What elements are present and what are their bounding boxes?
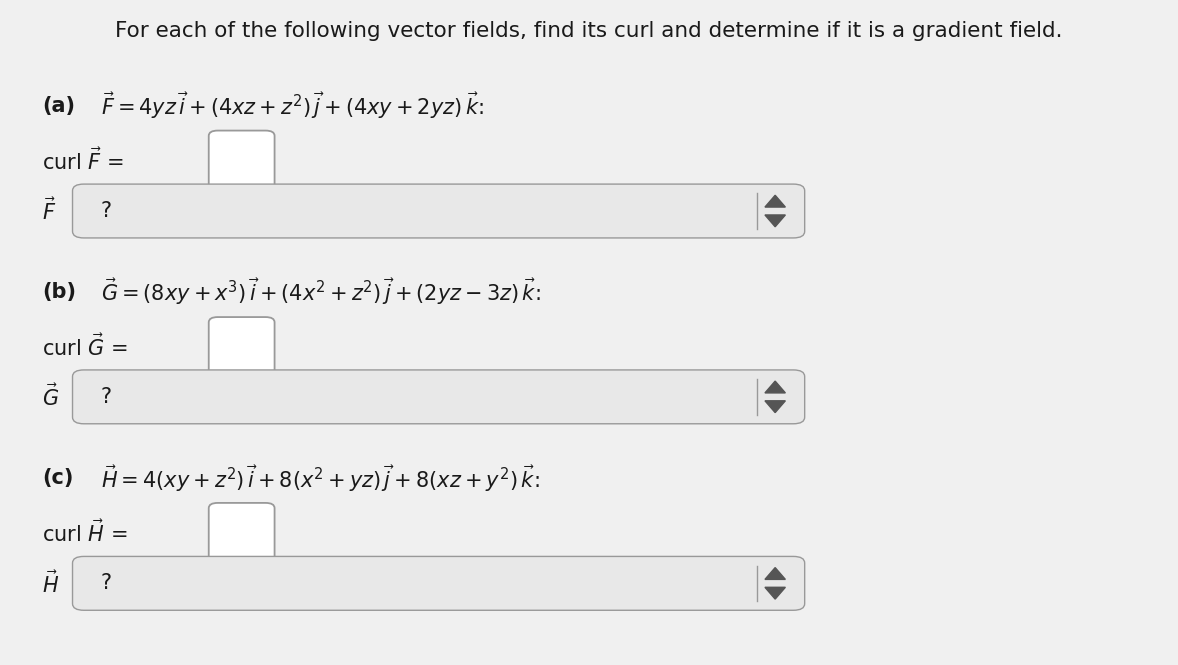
Polygon shape bbox=[765, 215, 786, 227]
Text: $\vec{G} = (8xy + x^3)\,\vec{i} + (4x^2 + z^2)\,\vec{j} + (2yz - 3z)\,\vec{k}\!:: $\vec{G} = (8xy + x^3)\,\vec{i} + (4x^2 … bbox=[101, 277, 541, 307]
Text: ?: ? bbox=[101, 387, 112, 407]
Text: $\vec{F}$: $\vec{F}$ bbox=[42, 198, 57, 224]
Text: curl $\vec{F}$ =: curl $\vec{F}$ = bbox=[42, 147, 124, 174]
Text: ?: ? bbox=[101, 573, 112, 593]
Text: $\vec{F} = 4yz\,\vec{i} + (4xz + z^2)\,\vec{j} + (4xy + 2yz)\,\vec{k}\!:$: $\vec{F} = 4yz\,\vec{i} + (4xz + z^2)\,\… bbox=[101, 90, 484, 121]
Polygon shape bbox=[765, 587, 786, 599]
Text: (c): (c) bbox=[42, 468, 73, 488]
FancyBboxPatch shape bbox=[209, 503, 274, 563]
Text: $\vec{H}$: $\vec{H}$ bbox=[42, 570, 59, 597]
Text: curl $\vec{G}$ =: curl $\vec{G}$ = bbox=[42, 334, 127, 360]
FancyBboxPatch shape bbox=[73, 370, 805, 424]
FancyBboxPatch shape bbox=[73, 557, 805, 610]
FancyBboxPatch shape bbox=[209, 317, 274, 377]
FancyBboxPatch shape bbox=[73, 184, 805, 238]
Polygon shape bbox=[765, 568, 786, 579]
Text: For each of the following vector fields, find its curl and determine if it is a : For each of the following vector fields,… bbox=[115, 21, 1063, 41]
FancyBboxPatch shape bbox=[209, 130, 274, 190]
Text: curl $\vec{H}$ =: curl $\vec{H}$ = bbox=[42, 519, 127, 546]
Text: $\vec{G}$: $\vec{G}$ bbox=[42, 384, 59, 410]
Polygon shape bbox=[765, 381, 786, 393]
Polygon shape bbox=[765, 196, 786, 207]
Text: ?: ? bbox=[101, 201, 112, 221]
Text: (b): (b) bbox=[42, 282, 75, 302]
Polygon shape bbox=[765, 401, 786, 412]
Text: $\vec{H} = 4(xy + z^2)\,\vec{i} + 8(x^2 + yz)\,\vec{j} + 8(xz + y^2)\,\vec{k}\!:: $\vec{H} = 4(xy + z^2)\,\vec{i} + 8(x^2 … bbox=[101, 463, 540, 493]
Text: (a): (a) bbox=[42, 96, 75, 116]
